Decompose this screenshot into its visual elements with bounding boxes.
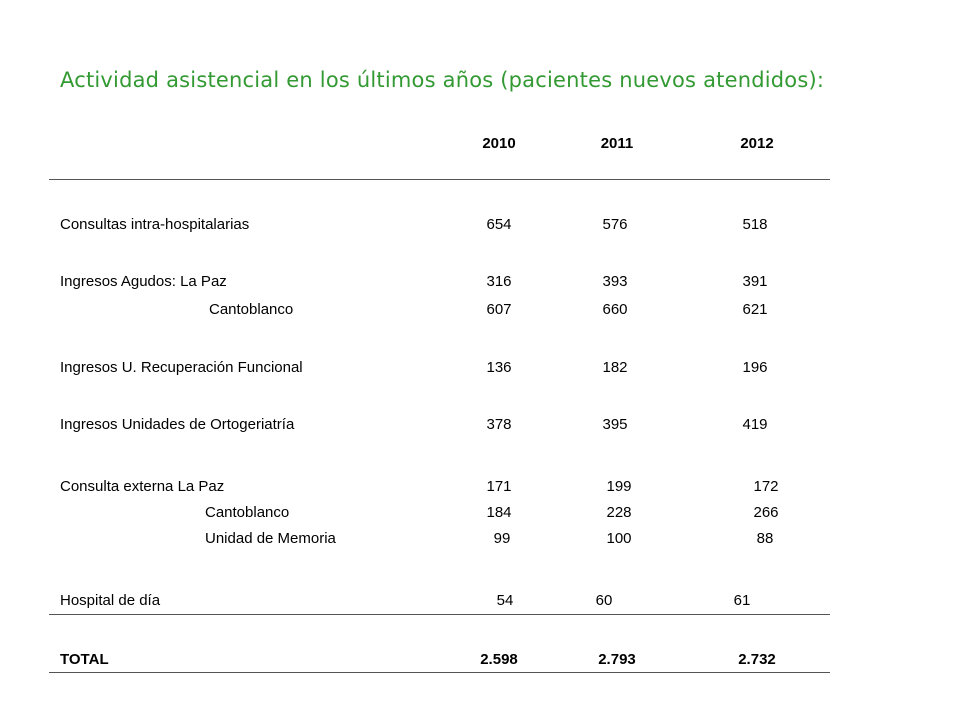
total-divider [49, 614, 830, 615]
total-label: TOTAL [60, 651, 109, 668]
table-cell: 419 [742, 416, 768, 433]
row-label-ingresos-agudos: Ingresos Agudos: La Paz [60, 273, 227, 290]
page-title: Actividad asistencial en los últimos año… [60, 68, 825, 92]
table-cell: 378 [486, 416, 512, 433]
table-cell: 395 [602, 416, 628, 433]
table-cell: 100 [606, 530, 632, 547]
header-year-2011: 2011 [600, 135, 634, 152]
table-cell: 607 [486, 301, 512, 318]
table-cell: 184 [486, 504, 512, 521]
table-bottom-rule [49, 672, 830, 673]
table-cell: 228 [606, 504, 632, 521]
row-label-recuperacion-funcional: Ingresos U. Recuperación Funcional [60, 359, 303, 376]
table-cell: 660 [602, 301, 628, 318]
table-cell: 199 [606, 478, 632, 495]
table-cell: 393 [602, 273, 628, 290]
row-label-hospital-dia: Hospital de día [60, 592, 161, 609]
table-cell: 182 [602, 359, 628, 376]
total-value-2012: 2.732 [738, 651, 776, 668]
header-divider [49, 179, 830, 180]
header-year-2010: 2010 [482, 135, 516, 152]
row-label-unidad-memoria: Unidad de Memoria [205, 530, 336, 547]
total-value-2011: 2.793 [598, 651, 636, 668]
table-cell: 621 [742, 301, 768, 318]
row-label-consultas-intra: Consultas intra-hospitalarias [60, 216, 250, 233]
table-cell: 61 [733, 592, 751, 609]
table-cell: 391 [742, 273, 768, 290]
table-cell: 518 [742, 216, 768, 233]
table-cell: 196 [742, 359, 768, 376]
table-cell: 316 [486, 273, 512, 290]
row-label-cantoblanco-consulta: Cantoblanco [205, 504, 290, 521]
table-cell: 266 [753, 504, 779, 521]
table-cell: 60 [595, 592, 613, 609]
table-cell: 654 [486, 216, 512, 233]
table-cell: 99 [493, 530, 511, 547]
table-cell: 136 [486, 359, 512, 376]
header-year-2012: 2012 [740, 135, 774, 152]
table-cell: 172 [753, 478, 779, 495]
table-cell: 171 [486, 478, 512, 495]
row-label-consulta-externa: Consulta externa La Paz [60, 478, 225, 495]
table-cell: 88 [756, 530, 774, 547]
row-label-cantoblanco-ingresos: Cantoblanco [209, 301, 294, 318]
row-label-ortogeriatria: Ingresos Unidades de Ortogeriatría [60, 416, 295, 433]
total-value-2010: 2.598 [480, 651, 518, 668]
table-cell: 54 [496, 592, 514, 609]
table-cell: 576 [602, 216, 628, 233]
